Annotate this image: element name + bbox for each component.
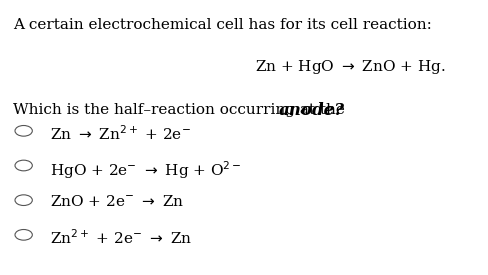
Text: ZnO + 2e$^{-}$ $\rightarrow$ Zn: ZnO + 2e$^{-}$ $\rightarrow$ Zn	[50, 194, 183, 208]
Text: Zn + HgO $\rightarrow$ ZnO + Hg.: Zn + HgO $\rightarrow$ ZnO + Hg.	[255, 57, 445, 76]
Text: HgO + 2e$^{-}$ $\rightarrow$ Hg + O$^{2-}$: HgO + 2e$^{-}$ $\rightarrow$ Hg + O$^{2-…	[50, 159, 241, 180]
Text: Zn$^{2+}$ + 2e$^{-}$ $\rightarrow$ Zn: Zn$^{2+}$ + 2e$^{-}$ $\rightarrow$ Zn	[50, 228, 191, 247]
Text: anode?: anode?	[279, 101, 345, 119]
Text: Zn $\rightarrow$ Zn$^{2+}$ + 2e$^{-}$: Zn $\rightarrow$ Zn$^{2+}$ + 2e$^{-}$	[50, 124, 190, 143]
Text: A certain electrochemical cell has for its cell reaction:: A certain electrochemical cell has for i…	[13, 18, 431, 32]
Text: Which is the half–reaction occurring at the: Which is the half–reaction occurring at …	[13, 103, 349, 117]
